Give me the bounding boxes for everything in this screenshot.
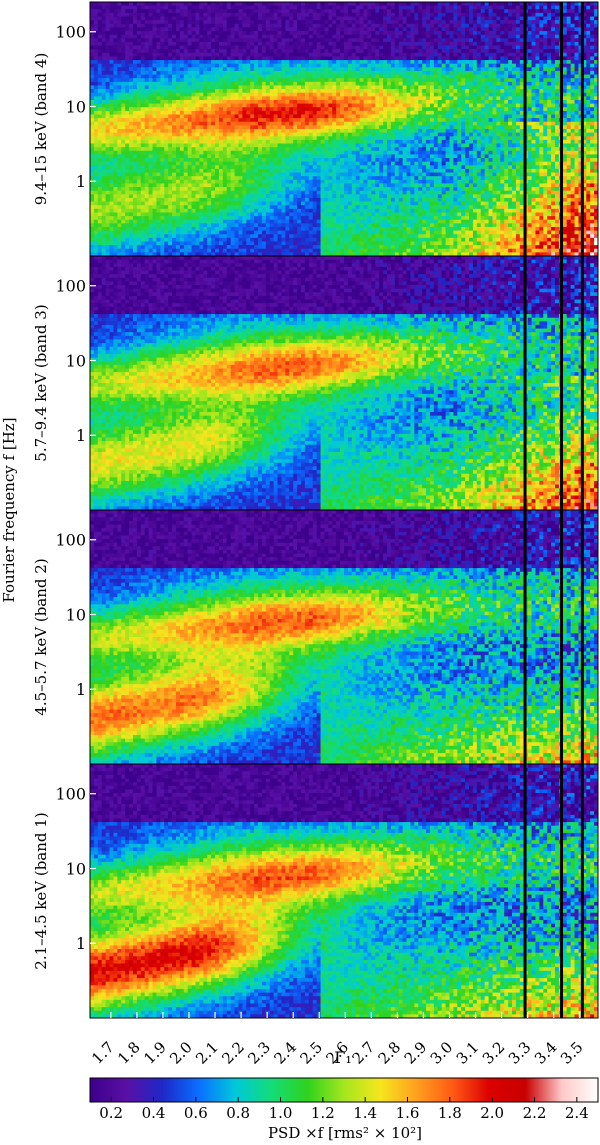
heatmap-band-4 [90,2,598,256]
colorbar-tick-label: 1.0 [269,1104,293,1122]
x-tick-label: 2.2 [218,1038,248,1068]
panel-band-3: 1 10 100 5.7–9.4 keV (band 3) [32,255,599,511]
colorbar-tick-label: 0.6 [184,1104,208,1122]
y-tick-label: 10 [66,859,86,878]
x-tick-label: 2.4 [270,1038,300,1068]
x-tick-label: 2.3 [244,1038,274,1068]
panel-label: 4.5–5.7 keV (band 2) [32,558,50,715]
y-axis-label: Fourier frequency f [Hz] [0,417,18,602]
heatmap-band-2 [90,510,598,764]
y-tick-label: 1 [76,934,86,953]
colorbar-tick-label: 0.2 [99,1104,123,1122]
x-tick-label: 3.0 [427,1038,457,1068]
y-tick-label: 10 [66,97,86,116]
colorbar-tick-label: 2.4 [565,1104,589,1122]
x-tick-label: 2.9 [401,1038,431,1068]
x-tick-label: 3.1 [453,1038,483,1068]
panel-frame [89,763,599,1019]
y-tick-label: 1 [76,172,86,191]
y-tick-label: 100 [55,277,86,296]
panel-band-1: 1 10 100 2.1–4.5 keV (band 1) [32,763,599,1019]
colorbar-tick-label: 2.0 [480,1104,504,1122]
y-tick-label: 10 [66,351,86,370]
y-tick-label: 1 [76,426,86,445]
colorbar-tick-label: 0.4 [142,1104,166,1122]
colorbar: 0.2 0.4 0.6 0.8 1.0 1.2 1.4 1.6 1.8 2.0 2.2 2.4 [89,1077,599,1122]
panel-label: 9.4–15 keV (band 4) [32,53,50,206]
x-tick-label: 1.8 [114,1038,144,1068]
x-tick-label: 2.0 [166,1038,196,1068]
heatmap-band-1 [90,764,598,1018]
x-tick-label: 2.1 [192,1038,222,1068]
panel-label: 2.1–4.5 keV (band 1) [32,812,50,969]
x-tick-label: 3.5 [557,1038,587,1068]
x-tick-label: 1.7 [88,1038,118,1068]
y-tick-label: 1 [76,680,86,699]
colorbar-tick-label: 0.8 [226,1104,250,1122]
panel-band-2: 1 10 100 4.5–5.7 keV (band 2) [32,509,599,765]
colorbar-tick-label: 1.6 [396,1104,420,1122]
x-tick-label: 2.8 [375,1038,405,1068]
colorbar-tick-label: 1.4 [353,1104,377,1122]
x-tick-label: 1.9 [140,1038,170,1068]
y-tick-label: 100 [55,23,86,42]
x-tick-label: 2.7 [349,1038,379,1068]
heatmap-band-3 [90,256,598,510]
colorbar-label: PSD ×f [rms² × 10²] [268,1124,422,1142]
colorbar-tick-label: 2.2 [523,1104,547,1122]
colorbar-tick-label: 1.2 [311,1104,335,1122]
x-axis-label: Γ₁ [334,1048,352,1067]
panel-label: 5.7–9.4 keV (band 3) [32,304,50,461]
y-tick-label: 100 [55,531,86,550]
x-tick-label: 3.2 [479,1038,509,1068]
colorbar-gradient [89,1077,599,1103]
y-tick-label: 10 [66,605,86,624]
panel-band-4: 1 10 100 9.4–15 keV (band 4) [32,1,599,257]
x-tick-label: 2.5 [296,1038,326,1068]
colorbar-tick-label: 1.8 [438,1104,462,1122]
y-tick-label: 100 [55,785,86,804]
x-tick-label: 3.4 [531,1038,561,1068]
panels: 1 10 100 9.4–15 keV (band 4) 1 10 100 5.7–9.4 k… [32,1,599,1019]
x-tick-label: 3.3 [505,1038,535,1068]
